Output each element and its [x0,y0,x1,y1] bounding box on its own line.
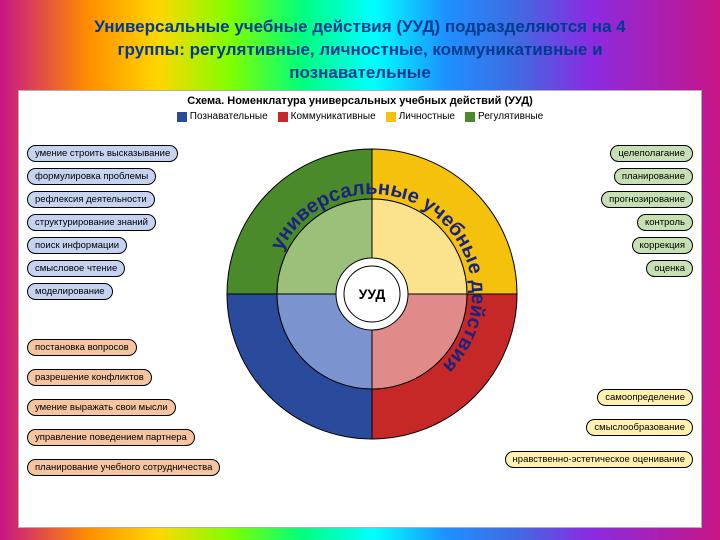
pill-cognitive: поиск информации [27,237,127,254]
legend-item-regulative: Регулятивные [465,111,543,122]
legend-label: Личностные [399,111,455,122]
pill-regulative: прогнозирование [601,191,693,208]
pill-cognitive: умение строить высказывание [27,145,178,162]
pill-cognitive: структурирование знаний [27,214,156,231]
pill-communicative: постановка вопросов [27,339,137,356]
legend-swatch-personal [386,112,396,122]
pill-regulative: контроль [637,214,693,231]
scheme-title: Схема. Номенклатура универсальных учебны… [19,95,701,107]
pill-cognitive: моделирование [27,283,113,300]
uud-wheel: универсальные учебные действия УУД [217,139,527,449]
pill-communicative: планирование учебного сотрудничества [27,459,220,476]
legend-swatch-cognitive [177,112,187,122]
legend-label: Коммуникативные [291,111,376,122]
legend-item-personal: Личностные [386,111,455,122]
pill-regulative: целеполагание [610,145,693,162]
legend-item-communicative: Коммуникативные [278,111,376,122]
legend-swatch-regulative [465,112,475,122]
legend-swatch-communicative [278,112,288,122]
pill-regulative: планирование [614,168,693,185]
legend-item-cognitive: Познавательные [177,111,268,122]
pill-cognitive: смысловое чтение [27,260,125,277]
wheel-center-label: УУД [359,286,386,302]
pill-regulative: коррекция [632,237,693,254]
pill-cognitive: рефлексия деятельности [27,191,155,208]
pill-personal: нравственно-эстетическое оценивание [505,451,693,468]
pill-communicative: умение выражать свои мысли [27,399,176,416]
pill-communicative: управление поведением партнера [27,429,195,446]
pill-personal: самоопределение [597,389,693,406]
diagram-panel: Схема. Номенклатура универсальных учебны… [18,90,702,528]
legend-label: Познавательные [190,111,268,122]
legend: Познавательные Коммуникативные Личностны… [19,111,701,122]
pill-communicative: разрешение конфликтов [27,369,152,386]
legend-label: Регулятивные [478,111,543,122]
pill-regulative: оценка [646,260,693,277]
pill-cognitive: формулировка проблемы [27,168,156,185]
rainbow-background: Универсальные учебные действия (УУД) под… [0,0,720,540]
pill-personal: смыслообразование [586,419,693,436]
page-title: Универсальные учебные действия (УУД) под… [0,16,720,85]
